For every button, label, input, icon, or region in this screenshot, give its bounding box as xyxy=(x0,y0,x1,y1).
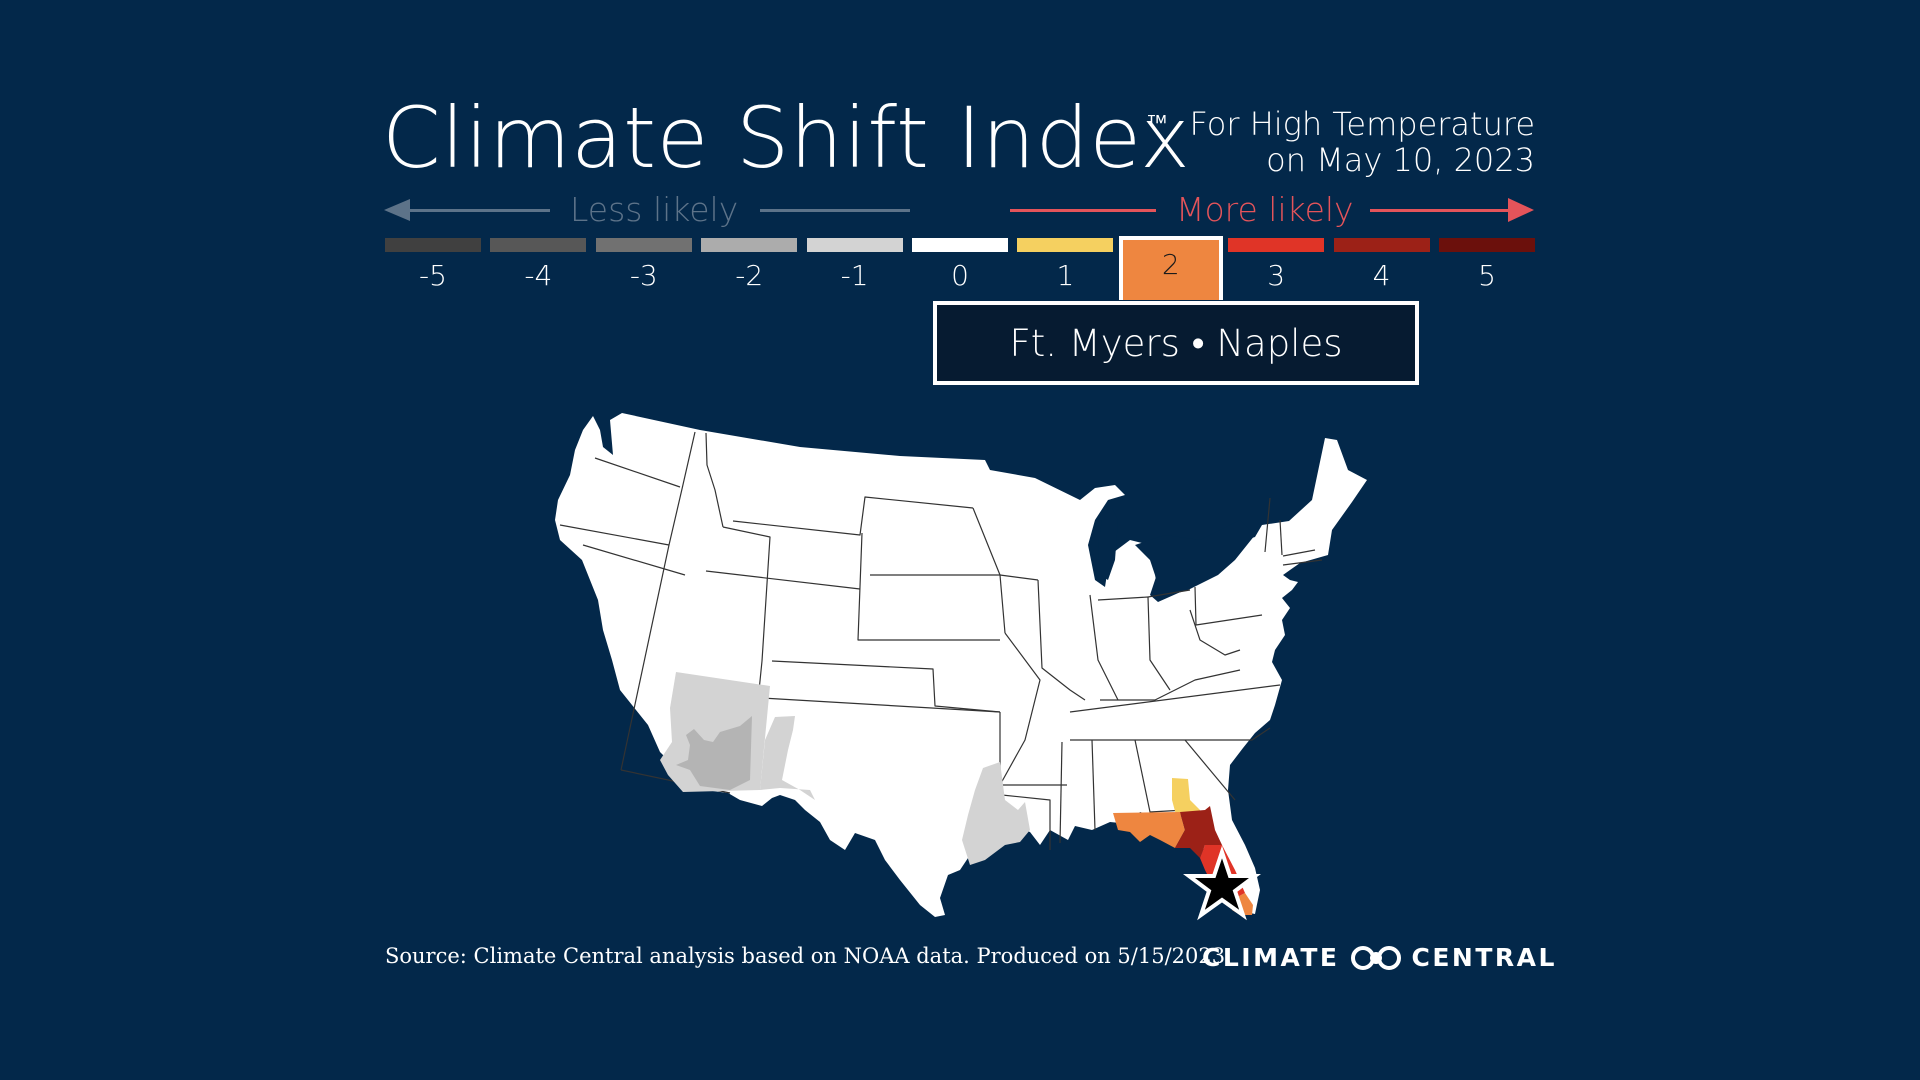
us-outline xyxy=(555,413,1367,917)
scale-segment xyxy=(912,238,1008,252)
scale-segment xyxy=(806,238,903,252)
scale-tick-label: -5 xyxy=(419,259,447,292)
scale-segment xyxy=(1333,238,1430,252)
less-likely-label: Less likely xyxy=(570,190,739,229)
region-s-georgia xyxy=(1172,778,1200,815)
brand-text-right: CENTRAL xyxy=(1411,943,1557,972)
location-label: Ft. Myers • Naples xyxy=(1009,321,1343,365)
star-icon xyxy=(1183,845,1261,921)
brand-logo: CLIMATE CENTRAL xyxy=(1202,943,1557,972)
arrow-right-icon xyxy=(1508,198,1534,222)
scale-tick-label: -3 xyxy=(629,259,658,292)
scale-segment xyxy=(490,238,587,252)
more-likely-line-left xyxy=(1010,209,1156,212)
lake-michigan xyxy=(1098,508,1118,580)
subtitle-metric: For High Temperature xyxy=(1189,105,1535,143)
brand-text-left: CLIMATE xyxy=(1202,943,1340,972)
region-fl-panhandle xyxy=(1113,812,1185,848)
scale-tick-label: -2 xyxy=(735,259,764,292)
subtitle-date: on May 10, 2023 xyxy=(1266,141,1535,179)
lake-huron-erie xyxy=(1135,520,1255,598)
scale-tick-label: -1 xyxy=(840,259,869,292)
more-likely-label: More likely xyxy=(1176,190,1354,229)
subtitle: For High Temperature on May 10, 2023 xyxy=(1190,106,1535,178)
region-nm xyxy=(760,716,815,800)
page-title: Climate Shift Index xyxy=(382,89,1191,187)
scale-segment xyxy=(385,238,481,252)
less-likely-line-left xyxy=(405,209,550,212)
scale-tick-label: 4 xyxy=(1372,259,1391,292)
selected-level-box xyxy=(1118,236,1223,300)
scale-tick-label: -4 xyxy=(524,259,553,292)
scale-segment xyxy=(1017,238,1114,252)
scale-segment xyxy=(1228,238,1325,252)
climate-central-logo-icon xyxy=(1350,945,1401,970)
location-box: Ft. Myers • Naples xyxy=(933,301,1419,385)
region-csi-minus3 xyxy=(676,716,752,790)
scale-tick-label: 0 xyxy=(951,259,969,292)
selected-level-value: 2 xyxy=(1161,248,1180,281)
trademark-symbol: ™ xyxy=(1146,111,1168,136)
scale-segment xyxy=(595,238,692,252)
scale-tick-label: 1 xyxy=(1056,259,1075,292)
scale-segment xyxy=(1439,238,1535,252)
source-note: Source: Climate Central analysis based o… xyxy=(385,944,1232,968)
scale-tick-label: 5 xyxy=(1478,259,1496,292)
scale-segment xyxy=(701,238,798,252)
region-east-texas xyxy=(962,762,1030,865)
scale-tick-label: 3 xyxy=(1267,259,1286,292)
arrow-left-icon xyxy=(384,199,410,221)
less-likely-line-right xyxy=(760,209,910,212)
more-likely-line-right xyxy=(1370,209,1515,212)
